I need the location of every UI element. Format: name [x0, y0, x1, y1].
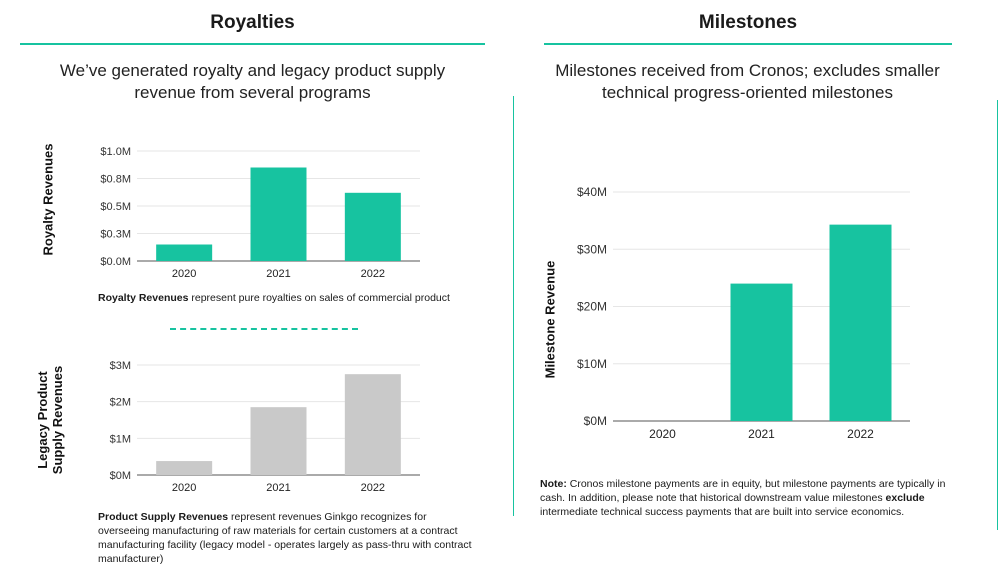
royalties-title: Royalties: [210, 12, 295, 33]
milestones-right-border: [997, 100, 998, 530]
milestones-note-exclude: exclude: [885, 492, 925, 504]
royalty-ytick-label: $0.5M: [100, 201, 131, 213]
milestones-title: Milestones: [698, 12, 798, 33]
milestone-xtick-label: 2022: [847, 427, 874, 441]
supply-bar-2022: [344, 374, 401, 475]
section-divider-dashed: [170, 328, 358, 330]
milestones-note-text-1: Cronos milestone payments are in equity,…: [540, 478, 946, 504]
supply-xtick-label: 2021: [266, 482, 290, 494]
royalties-subtitle: We’ve generated royalty and legacy produ…: [20, 60, 485, 104]
royalty-xtick-label: 2022: [361, 268, 385, 280]
milestones-note-label: Note:: [540, 478, 567, 490]
royalty-xtick-label: 2021: [266, 268, 290, 280]
milestone-bar-2022: [829, 224, 892, 421]
supply-ytick-label: $0M: [110, 470, 131, 482]
supply-bar-2021: [250, 407, 307, 475]
royalty-ytick-label: $0.8M: [100, 174, 131, 186]
supply-ytick-label: $3M: [110, 360, 131, 372]
royalty-bar-2022: [344, 192, 401, 261]
milestone-xtick-label: 2020: [649, 427, 676, 441]
milestones-subtitle-line-1: Milestones received from Cronos; exclude…: [555, 61, 940, 80]
milestones-note: Note: Cronos milestone payments are in e…: [540, 477, 960, 519]
royalty-chart-ylabel: Royalty Revenues: [40, 143, 56, 256]
milestones-left-border: [513, 96, 514, 516]
supply-chart: $0M $1M $2M $3M 2020 2021 2022: [110, 360, 420, 494]
supply-ylabel-line-2: Supply Revenues: [50, 365, 65, 475]
royalties-title-rule: [20, 43, 485, 45]
milestone-ytick-label: $10M: [577, 357, 607, 371]
supply-ytick-label: $2M: [110, 397, 131, 409]
supply-note: Product Supply Revenues represent revenu…: [98, 510, 478, 566]
milestone-xtick-label: 2021: [748, 427, 775, 441]
supply-bar-2020: [156, 461, 213, 475]
milestone-bar-2021: [730, 283, 793, 421]
supply-note-text: represent revenues Ginkgo recognizes for…: [98, 511, 472, 565]
milestone-ytick-label: $40M: [577, 185, 607, 199]
milestones-note-text-2: intermediate technical success payments …: [540, 506, 905, 518]
royalties-subtitle-line-1: We’ve generated royalty and legacy produ…: [59, 61, 446, 80]
supply-chart-ylabel: Legacy Product Supply Revenues: [35, 360, 65, 480]
milestones-subtitle: Milestones received from Cronos; exclude…: [520, 60, 975, 104]
milestones-subtitle-line-2: technical progress-oriented milestones: [601, 83, 894, 102]
milestone-chart-ylabel: Milestone Revenue: [542, 260, 558, 379]
royalty-note-bold: Royalty Revenues: [98, 292, 189, 304]
royalty-bar-2020: [156, 244, 213, 261]
royalty-bar-2021: [250, 167, 307, 261]
milestone-ytick-label: $30M: [577, 242, 607, 256]
supply-note-bold: Product Supply Revenues: [98, 511, 229, 523]
milestone-ytick-label: $20M: [577, 300, 607, 314]
milestones-title-rule: [544, 43, 952, 45]
supply-xtick-label: 2020: [172, 482, 196, 494]
royalty-chart: $0.0M $0.3M $0.5M $0.8M $1.0M 2020 2021 2022: [100, 146, 420, 280]
milestone-chart: $0M $10M $20M $30M $40M 2020 2021 2022: [577, 185, 910, 441]
royalty-ytick-label: $1.0M: [100, 146, 131, 158]
royalty-ytick-label: $0.0M: [100, 256, 131, 268]
supply-ytick-label: $1M: [110, 433, 131, 445]
supply-ylabel-line-1: Legacy Product: [35, 371, 50, 469]
royalties-subtitle-line-2: revenue from several programs: [134, 83, 371, 102]
milestone-ytick-label: $0M: [584, 414, 607, 428]
supply-xtick-label: 2022: [361, 482, 385, 494]
royalty-note: Royalty Revenues represent pure royaltie…: [98, 291, 468, 305]
royalty-note-text: represent pure royalties on sales of com…: [188, 292, 450, 304]
royalty-ytick-label: $0.3M: [100, 229, 131, 241]
royalty-xtick-label: 2020: [172, 268, 196, 280]
